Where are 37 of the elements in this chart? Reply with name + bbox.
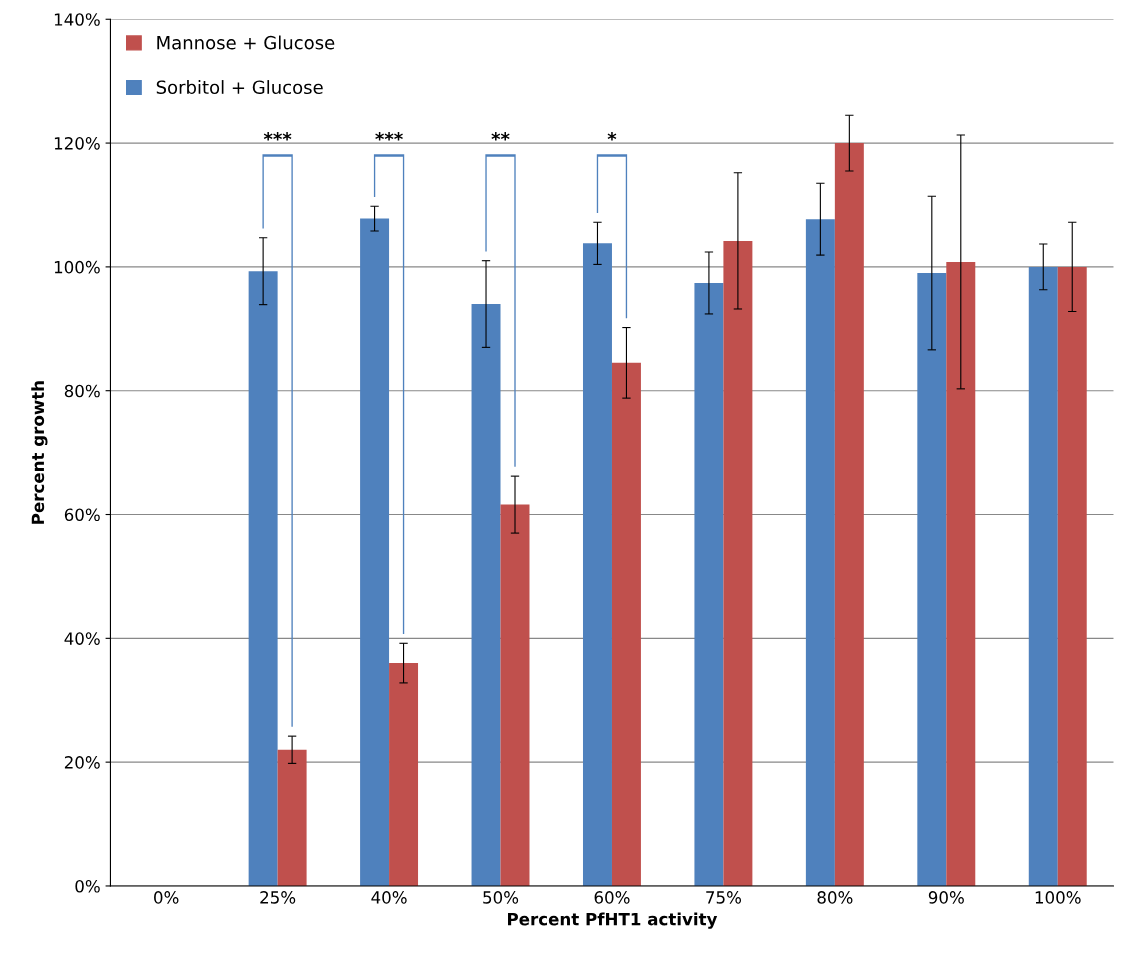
y-tick-label: 80% [64, 384, 100, 398]
bar [917, 273, 947, 886]
annotation: * [607, 132, 617, 141]
y-tick-label: 60% [64, 508, 100, 522]
bar [389, 663, 419, 886]
x-tick-label: 60% [594, 891, 630, 904]
x-tick-label: 40% [371, 891, 407, 904]
y-tick-label: 0% [75, 879, 100, 893]
x-tick-label: 80% [817, 891, 853, 904]
legend-label: Sorbitol + Glucose [156, 80, 323, 95]
y-tick-label: 40% [64, 632, 100, 645]
x-tick-label: 100% [1035, 891, 1081, 904]
x-axis-title: Percent PfHT1 activity [508, 912, 718, 929]
x-tick-label: 75% [706, 891, 742, 904]
x-tick-label: 25% [260, 891, 296, 904]
bar [1028, 266, 1058, 886]
bar [805, 219, 835, 886]
y-tick-label: 100% [54, 260, 100, 274]
x-tick-label: 90% [928, 891, 964, 904]
bar [1057, 266, 1087, 886]
bar [277, 749, 307, 886]
y-tick-label: 140% [54, 13, 100, 26]
bar [500, 504, 530, 886]
legend-label: Mannose + Glucose [157, 35, 335, 50]
bar [694, 282, 724, 886]
bar [946, 261, 976, 886]
bar [834, 143, 864, 886]
annotation: *** [263, 132, 292, 141]
x-tick-label: 50% [483, 891, 519, 904]
y-tick-label: 20% [64, 756, 100, 769]
bar [611, 362, 641, 886]
y-axis-title: Percent growth [31, 381, 48, 524]
x-tick-label: 0% [154, 891, 179, 904]
y-tick-label: 120% [54, 137, 100, 150]
annotation: ** [491, 132, 510, 141]
bar [723, 240, 753, 886]
annotation: *** [375, 132, 403, 141]
